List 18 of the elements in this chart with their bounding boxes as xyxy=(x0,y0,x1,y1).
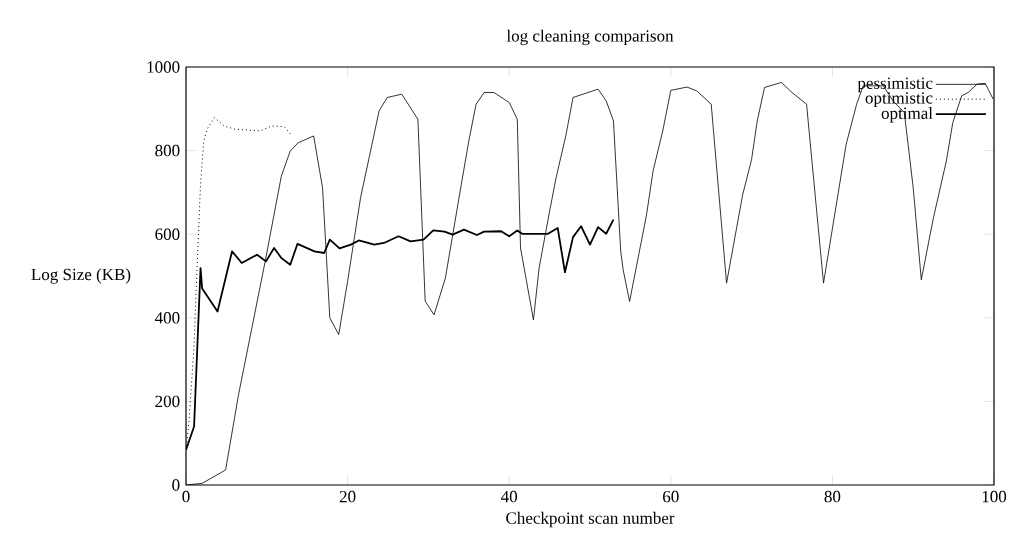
x-tick-label: 20 xyxy=(339,490,356,503)
y-tick-label: 600 xyxy=(155,228,180,240)
legend-label: optimal xyxy=(881,107,933,123)
x-tick-label: 100 xyxy=(982,490,1007,503)
y-tick-label: 0 xyxy=(172,479,180,491)
x-tick-label: 0 xyxy=(182,490,190,503)
y-tick-label: 400 xyxy=(154,312,180,324)
x-tick-label: 40 xyxy=(501,490,518,503)
legend-label: optimistic xyxy=(865,92,933,108)
x-tick-label: 60 xyxy=(663,490,679,503)
chart-title: log cleaning comparison xyxy=(506,29,674,46)
x-axis-title: Checkpoint scan number xyxy=(506,511,675,528)
x-tick-label: 80 xyxy=(824,490,841,503)
y-axis-title: Log Size (KB) xyxy=(31,268,131,284)
y-tick-label: 800 xyxy=(155,144,180,157)
y-tick-label: 1000 xyxy=(147,61,180,73)
legend-label: pessimistic xyxy=(857,77,933,93)
y-tick-label: 200 xyxy=(155,395,180,408)
